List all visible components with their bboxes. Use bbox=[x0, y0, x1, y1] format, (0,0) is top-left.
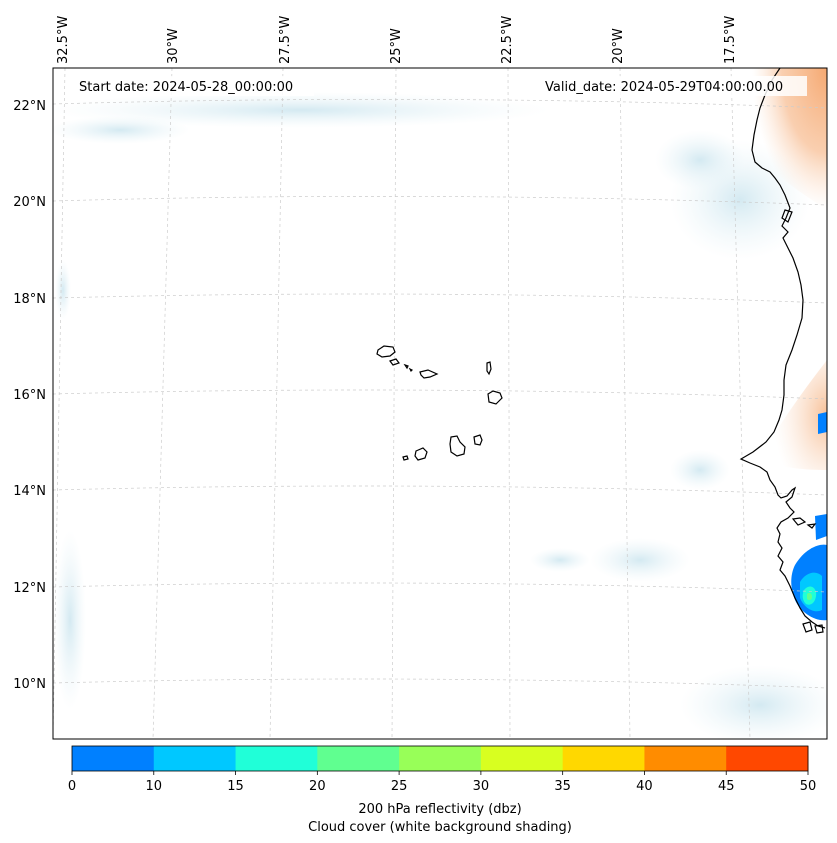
colorbar-swatch bbox=[235, 746, 318, 771]
lon-label: 17.5°W bbox=[723, 16, 738, 64]
colorbar-swatch bbox=[726, 746, 809, 771]
lon-label: 25°W bbox=[389, 28, 404, 64]
latitude-labels: 22°N 20°N 18°N 16°N 14°N 12°N 10°N bbox=[13, 99, 46, 692]
longitude-labels: 32.5°W 30°W 27.5°W 25°W 22.5°W 20°W 17.5… bbox=[56, 16, 738, 64]
colorbar-swatches bbox=[72, 746, 809, 771]
lat-label: 12°N bbox=[13, 581, 46, 596]
colorbar: 0 10 15 20 25 30 35 40 45 50 200 hPa reflectivity… bbox=[68, 745, 816, 835]
colorbar-frame bbox=[71, 745, 809, 772]
lat-label: 18°N bbox=[13, 292, 46, 307]
lat-label: 22°N bbox=[13, 99, 46, 114]
lon-label: 27.5°W bbox=[278, 16, 293, 64]
colorbar-swatch bbox=[399, 746, 482, 771]
colorbar-swatch bbox=[72, 746, 155, 771]
lat-label: 14°N bbox=[13, 484, 46, 499]
valid-date-label: Valid_date: 2024-05-29T04:00:00.00 bbox=[545, 80, 783, 95]
colorbar-swatch bbox=[480, 746, 564, 771]
map-panel: Start date: 2024-05-28_00:00:00 Valid_da… bbox=[53, 68, 827, 739]
lon-label: 30°W bbox=[166, 28, 181, 64]
colorbar-tick-label: 10 bbox=[146, 779, 163, 794]
colorbar-swatch bbox=[317, 746, 400, 771]
colorbar-tick-label: 40 bbox=[636, 779, 653, 794]
colorbar-swatch bbox=[644, 746, 727, 771]
colorbar-tick-label: 20 bbox=[309, 779, 326, 794]
colorbar-tick-label: 50 bbox=[800, 779, 817, 794]
lon-label: 22.5°W bbox=[500, 16, 515, 64]
colorbar-swatch bbox=[153, 746, 237, 771]
graticule bbox=[53, 68, 827, 739]
lat-label: 20°N bbox=[13, 195, 46, 210]
colorbar-tick-label: 35 bbox=[554, 779, 571, 794]
map-frame bbox=[52, 67, 828, 740]
lon-label: 20°W bbox=[611, 28, 626, 64]
colorbar-swatch bbox=[562, 746, 645, 771]
lon-label: 32.5°W bbox=[56, 16, 71, 64]
colorbar-tick-label: 45 bbox=[718, 779, 735, 794]
cape-verde-islands bbox=[376, 345, 503, 461]
cloud-cover-layer bbox=[53, 92, 827, 739]
colorbar-ticks: 0 10 15 20 25 30 35 40 45 50 bbox=[68, 771, 816, 794]
colorbar-tick-label: 15 bbox=[227, 779, 244, 794]
lat-label: 16°N bbox=[13, 388, 46, 403]
lat-label: 10°N bbox=[13, 677, 46, 692]
colorbar-label-line1: 200 hPa reflectivity (dbz) bbox=[358, 802, 521, 817]
coastline bbox=[739, 68, 826, 634]
start-date-label: Start date: 2024-05-28_00:00:00 bbox=[79, 80, 293, 95]
colorbar-tick-label: 30 bbox=[473, 779, 490, 794]
reflectivity-layer bbox=[791, 412, 827, 621]
colorbar-tick-label: 0 bbox=[68, 779, 76, 794]
warm-shading-layer bbox=[752, 68, 827, 470]
colorbar-label-line2: Cloud cover (white background shading) bbox=[308, 820, 572, 835]
colorbar-tick-label: 25 bbox=[391, 779, 408, 794]
